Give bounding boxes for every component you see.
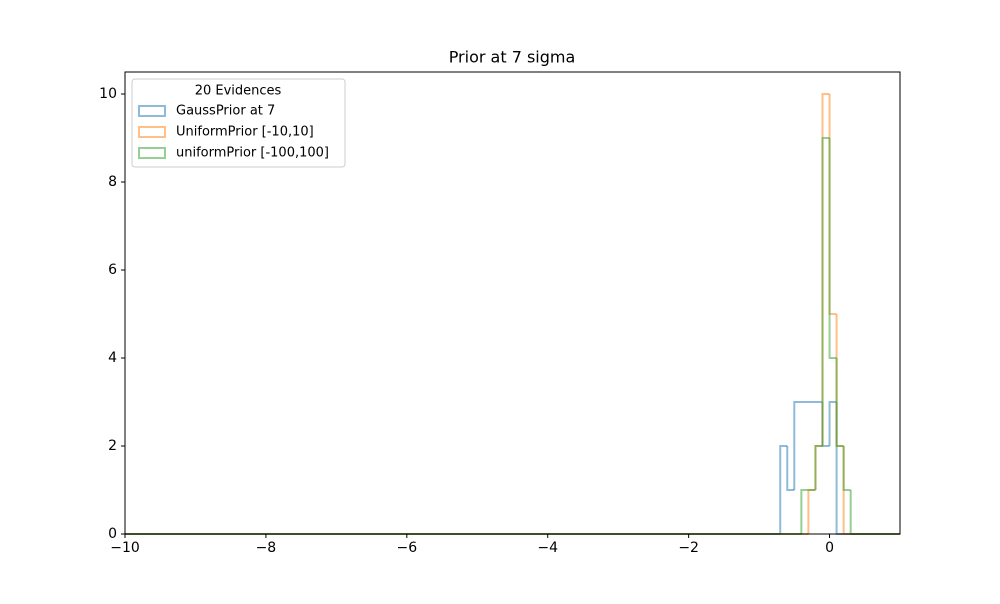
legend-title: 20 Evidences	[195, 84, 282, 99]
x-tick-label: −8	[256, 540, 277, 556]
y-tick-label: 2	[108, 438, 117, 454]
y-tick-label: 4	[108, 350, 117, 366]
y-tick-label: 10	[99, 86, 117, 102]
histogram-step	[828, 401, 837, 446]
histogram-step	[821, 137, 830, 446]
x-tick-label: −10	[110, 540, 140, 556]
x-tick-label: −6	[396, 540, 417, 556]
x-tick-label: −2	[678, 540, 699, 556]
legend-box	[131, 78, 346, 168]
histogram-step	[828, 138, 837, 359]
histogram-step	[800, 489, 809, 534]
y-tick-label: 0	[108, 526, 117, 542]
legend-label: uniformPrior [-100,100]	[176, 146, 329, 161]
chart-title: Prior at 7 sigma	[449, 48, 576, 67]
axes-frame	[124, 71, 901, 535]
histogram-step	[779, 445, 788, 534]
histogram-step	[786, 446, 795, 491]
legend-swatch	[138, 126, 166, 138]
legend-label: GaussPrior at 7	[176, 104, 275, 119]
histogram-step	[842, 446, 851, 491]
legend: 20 Evidences GaussPrior at 7 UniformPrior…	[131, 78, 346, 168]
histogram-step	[814, 445, 823, 490]
legend-label: UniformPrior [-10,10]	[176, 125, 314, 140]
y-tick-label: 8	[108, 174, 117, 190]
histogram-step	[793, 401, 802, 490]
x-tick-label: 0	[825, 540, 834, 556]
histogram-step	[835, 358, 844, 447]
legend-swatch	[138, 105, 166, 117]
y-tick-label: 6	[108, 262, 117, 278]
x-tick-label: −4	[537, 540, 558, 556]
legend-swatch	[138, 147, 166, 159]
